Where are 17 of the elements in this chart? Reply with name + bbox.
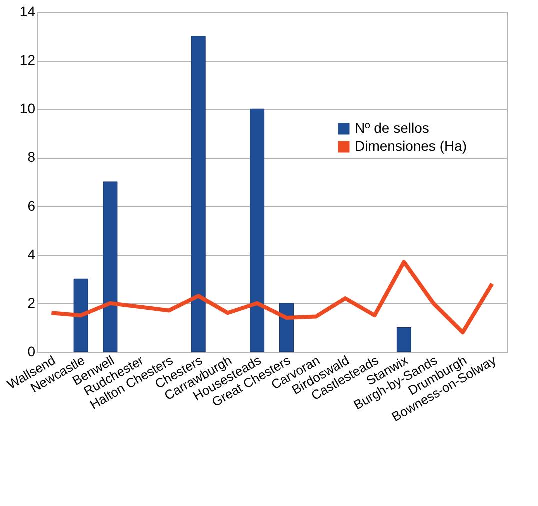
y-tick-label: 10 [20,100,36,117]
bar [103,182,118,352]
bar [191,36,206,352]
legend-label: Nº de sellos [355,120,430,136]
bar [74,278,88,352]
y-tick-label: 8 [28,149,36,166]
legend-label: Dimensiones (Ha) [355,138,468,154]
y-tick-label: 6 [28,198,36,214]
y-tick-label: 4 [28,246,36,262]
bar [279,303,294,352]
bar [396,327,412,352]
line-series [50,260,494,335]
y-tick-label: 2 [28,294,36,311]
bar [250,108,265,352]
y-tick-label: 0 [28,344,36,360]
y-tick-label: 14 [20,4,36,20]
y-tick-label: 12 [20,52,36,68]
